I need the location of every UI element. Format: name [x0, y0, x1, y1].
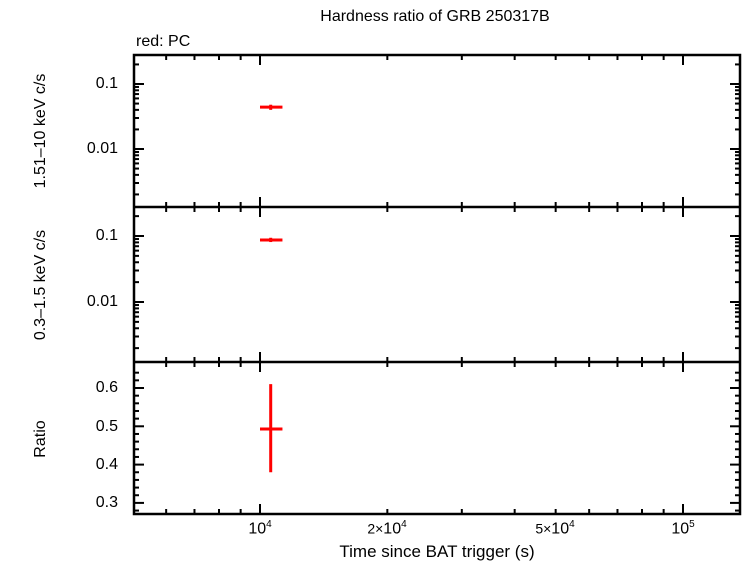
xtick-2e4: 2×104	[367, 519, 407, 538]
xtick-1e4: 104	[248, 519, 272, 538]
ytick-soft-0.01: 0.01	[86, 293, 118, 310]
ytick-ratio-0.3: 0.3	[95, 494, 118, 511]
x-tick-marks	[165, 55, 684, 514]
ytick-ratio-0.6: 0.6	[95, 379, 118, 396]
ytick-ratio-0.4: 0.4	[95, 456, 118, 473]
ytick-ratio-0.5: 0.5	[95, 418, 118, 435]
x-axis-label: Time since BAT trigger (s)	[339, 542, 535, 561]
y-tick-marks	[134, 63, 740, 512]
chart-title: Hardness ratio of GRB 250317B	[320, 8, 550, 25]
axes-frames	[132, 53, 742, 516]
ytick-hard-0.1: 0.1	[95, 75, 118, 92]
xtick-5e4: 5×104	[535, 519, 575, 538]
xtick-1e5: 105	[671, 519, 695, 538]
ytick-hard-0.01: 0.01	[86, 140, 118, 157]
legend-note: red: PC	[136, 33, 191, 50]
ytick-soft-0.1: 0.1	[95, 227, 118, 244]
data-points	[260, 104, 283, 473]
